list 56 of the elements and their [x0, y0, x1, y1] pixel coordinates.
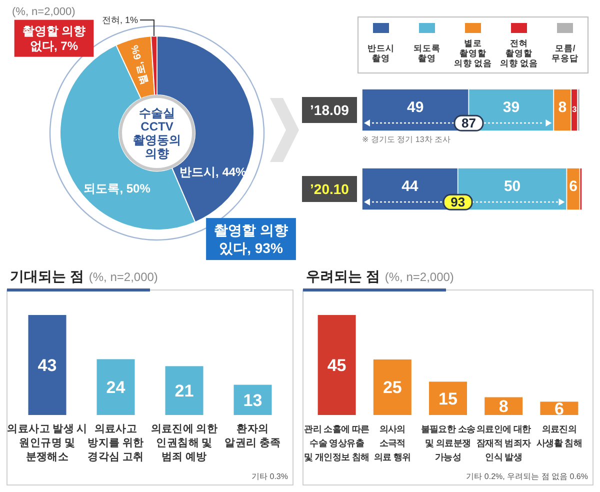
chart-title: 우려되는 점: [306, 268, 380, 284]
x-tick-label: 관리 소홀에 따른 수술 영상유출 및 개인정보 침해: [304, 424, 370, 462]
text: 수술실 CCTV 촬영동의 의향: [133, 106, 181, 161]
data-label: 13: [243, 390, 262, 410]
bar: [96, 359, 135, 415]
data-label: 25: [382, 378, 402, 398]
bar: [165, 366, 204, 415]
chart-subtitle: (%, n=2,000): [12, 6, 76, 18]
data-label: 49: [407, 99, 424, 116]
text: 촬영할 의향 있다, 93%: [214, 222, 288, 256]
text: 기타 0.2%, 우려되는 점 없음 0.6%: [466, 472, 588, 481]
annotation: 87: [462, 116, 476, 131]
data-label: 3: [572, 105, 578, 114]
data-label: 15: [438, 389, 458, 408]
data-label: 6: [554, 399, 564, 418]
x-tick-label: 의료사고 방지를 위한 경각심 고취: [88, 423, 144, 463]
x-tick-label: 불필요한 소송 및 의료분쟁 가능성: [420, 424, 476, 462]
legend-label: 되도록 촬영: [414, 43, 440, 64]
legend-label: 반드시 촬영: [368, 43, 394, 64]
bar: [318, 315, 356, 415]
data-label: 50: [504, 178, 521, 195]
slice-label: 별로, 6%: [129, 44, 150, 86]
x-tick-label: 의료진에 의한 인권침해 및 범죄 예방: [150, 423, 218, 463]
chart-subtitle: (%, n=2,000): [88, 270, 158, 284]
legend-label: 모름/ 무응답: [552, 43, 578, 64]
text: 촬영할 의향 없다, 7%: [22, 24, 86, 53]
text: 기타 0.3%: [252, 472, 288, 481]
slice-label: 되도록, 50%: [84, 181, 151, 196]
x-tick-label: 의사의 소극적 의료 행위: [374, 424, 411, 462]
chart-subtitle: (%, n=2,000): [384, 270, 454, 284]
annotation: ※ 경기도 정기 13차 조사: [362, 135, 450, 144]
data-label: 6: [569, 178, 578, 195]
bar: [28, 315, 66, 415]
slice-label: 전혀, 1%: [102, 15, 138, 25]
x-tick-label: 의료사고 발생 시 원인규명 및 분쟁해소: [7, 423, 88, 463]
annotation: 93: [450, 194, 466, 210]
y-tick-label: ’20.10: [310, 181, 350, 198]
bar: [373, 359, 412, 415]
data-label: 43: [38, 356, 57, 375]
bar: [484, 397, 523, 415]
legend-label: 전혀 촬영할 의향 없음: [500, 38, 538, 68]
data-label: 45: [327, 356, 346, 375]
x-tick-label: 의료진의 사생활 침해: [536, 424, 582, 448]
slice-label: 반드시, 44%: [180, 164, 247, 179]
y-tick-label: ’18.09: [310, 102, 350, 118]
x-tick-label: 의료인에 대한 잠재적 범죄자 인식 발생: [476, 424, 532, 462]
legend-label: 별로 촬영할 의향 없음: [454, 38, 492, 68]
x-tick-label: 환자의 알권리 충족: [224, 423, 282, 449]
data-label: 8: [498, 397, 508, 416]
data-label: 21: [174, 382, 194, 401]
data-label: 44: [402, 178, 419, 195]
data-label: 8: [558, 99, 567, 116]
data-label: 39: [502, 99, 520, 116]
bar: [429, 382, 467, 415]
data-label: 24: [106, 378, 126, 398]
chart-title: 기대되는 점: [10, 268, 84, 284]
